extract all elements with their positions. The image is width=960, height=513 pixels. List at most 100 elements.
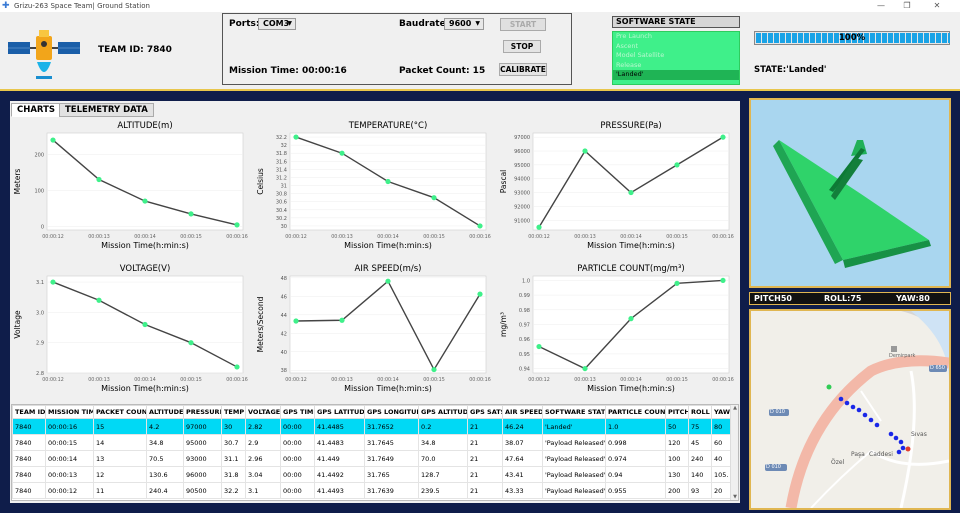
- x-tick-label: 00:00:15: [423, 234, 445, 240]
- pitch-value: PITCH50: [754, 294, 792, 303]
- column-header[interactable]: YAW: [711, 405, 733, 419]
- table-cell: 30: [221, 418, 246, 435]
- table-cell: 0.955: [605, 482, 666, 499]
- map-label: Sıvas: [911, 431, 927, 438]
- table-cell: 41.4492: [314, 466, 365, 483]
- y-tick-label: 0.98: [519, 308, 530, 314]
- road-badge: D 010: [766, 464, 781, 470]
- table-cell: 34.8: [146, 434, 184, 451]
- state-item-active[interactable]: 'Landed': [613, 70, 739, 80]
- scroll-down-icon[interactable]: ▼: [733, 494, 737, 500]
- table-cell: 90500: [183, 482, 222, 499]
- calibrate-button[interactable]: CALIBRATE: [499, 63, 547, 76]
- column-header[interactable]: GPS SATS: [467, 405, 503, 419]
- table-row[interactable]: 7840 00:00:13 12 130.6 96000 31.8 3.04 00:00 41.…: [12, 466, 733, 483]
- table-cell: 97000: [183, 418, 222, 435]
- column-header[interactable]: GPS LATITUDE: [314, 405, 365, 419]
- table-cell: 00:00: [280, 482, 315, 499]
- stop-button[interactable]: STOP: [503, 40, 541, 53]
- column-header[interactable]: PARTICLE COUNT: [605, 405, 666, 419]
- scroll-up-icon[interactable]: ▲: [733, 405, 737, 411]
- chart-2: PRESSURE(Pa) Mission Time(h:min:s) Pascal 9…: [497, 117, 737, 257]
- table-row[interactable]: 7840 00:00:16 15 4.2 97000 30 2.82 00:00 41.4485…: [12, 418, 733, 435]
- map-label: Paşa: [851, 451, 865, 458]
- table-cell: 200: [665, 482, 689, 499]
- table-cell: 31.765: [364, 466, 419, 483]
- software-state-list[interactable]: Pre Launch Ascent Model Satellite Releas…: [612, 31, 740, 85]
- column-header[interactable]: VOLTAGE: [245, 405, 281, 419]
- column-header[interactable]: GPS ALTITUDE: [418, 405, 468, 419]
- table-cell: 130.6: [146, 466, 184, 483]
- maximize-button[interactable]: ❐: [903, 1, 911, 10]
- close-button[interactable]: ✕: [933, 1, 941, 10]
- column-header[interactable]: AIR SPEED: [502, 405, 543, 419]
- data-point: [142, 198, 148, 204]
- 3d-attitude-view[interactable]: [749, 98, 951, 288]
- table-cell: 12: [93, 466, 147, 483]
- plot-area: [532, 132, 730, 231]
- table-cell: 45: [688, 434, 712, 451]
- gps-map[interactable]: Demirpark Paşa Caddesi Özel Sıvas D 010 …: [749, 309, 951, 510]
- baudrate-select[interactable]: 9600 ▼: [444, 18, 484, 30]
- state-item[interactable]: Ascent: [616, 41, 639, 50]
- line-chart: TEMPERATURE(°C) Mission Time(h:min:s) Cels…: [256, 121, 491, 250]
- x-tick-label: 00:00:16: [469, 377, 491, 383]
- y-tick-label: 0: [41, 224, 44, 230]
- column-header[interactable]: TEMP: [221, 405, 246, 419]
- data-point: [339, 317, 345, 323]
- map-label: Özel: [831, 459, 845, 466]
- column-header[interactable]: ALTITUDE: [146, 405, 184, 419]
- tab-charts[interactable]: CHARTS: [11, 103, 62, 117]
- table-cell: 00:00: [280, 418, 315, 435]
- column-header[interactable]: ROLL: [688, 405, 712, 419]
- table-cell: 31.7645: [364, 434, 419, 451]
- column-header[interactable]: PRESSURE: [183, 405, 222, 419]
- y-tick-label: 1.0: [522, 278, 530, 284]
- column-header[interactable]: SOFTWARE STATE: [542, 405, 606, 419]
- line-chart: AIR SPEED(m/s) Mission Time(h:min:s) Meter…: [256, 264, 491, 393]
- y-tick-label: 93000: [514, 191, 530, 197]
- table-cell: 31.7652: [364, 418, 419, 435]
- title-bar: ✚ Grizu-263 Space Team| Ground Station —…: [0, 0, 960, 12]
- table-row[interactable]: 7840 00:00:14 13 70.5 93000 31.1 2.96 00:00 41.4…: [12, 450, 733, 467]
- data-point: [96, 297, 102, 303]
- data-point: [50, 279, 56, 285]
- x-tick-label: 00:00:16: [469, 234, 491, 240]
- yaw-value: YAW:80: [896, 294, 930, 303]
- column-header[interactable]: TEAM ID: [12, 405, 46, 419]
- column-header[interactable]: PACKET COUNT: [93, 405, 147, 419]
- minimize-button[interactable]: —: [877, 1, 885, 10]
- table-scrollbar[interactable]: ▲ ▼: [730, 405, 738, 500]
- software-state-panel: SOFTWARE STATE Pre Launch Ascent Model S…: [612, 16, 740, 88]
- table-cell: 21: [467, 418, 503, 435]
- state-item[interactable]: Release: [616, 60, 642, 69]
- table-row[interactable]: 7840 00:00:15 14 34.8 95000 30.7 2.9 00:00 41.44…: [12, 434, 733, 451]
- state-item[interactable]: Pre Launch: [616, 32, 652, 40]
- column-header[interactable]: GPS TIME: [280, 405, 315, 419]
- y-tick-label: 0.96: [519, 337, 530, 343]
- x-tick-label: 00:00:12: [42, 377, 64, 383]
- column-header[interactable]: PITCH: [665, 405, 689, 419]
- column-header[interactable]: MISSION TIME: [45, 405, 94, 419]
- table-cell: 00:00:12: [45, 482, 94, 499]
- chart-title: ALTITUDE(m): [117, 121, 172, 131]
- table-cell: 34.8: [418, 434, 468, 451]
- table-cell: 43.41: [502, 466, 543, 483]
- start-button[interactable]: START: [500, 18, 546, 31]
- table-cell: 75: [688, 418, 712, 435]
- tab-telemetry-data[interactable]: TELEMETRY DATA: [59, 103, 154, 117]
- column-header[interactable]: GPS LONGITUDE: [364, 405, 419, 419]
- table-cell: 00:00:16: [45, 418, 94, 435]
- port-select[interactable]: COM3 ▼: [258, 18, 296, 30]
- x-axis-label: Mission Time(h:min:s): [101, 241, 189, 250]
- y-tick-label: 2.9: [36, 341, 44, 347]
- state-item[interactable]: Model Satellite: [616, 51, 665, 60]
- y-axis-label: Pascal: [499, 170, 508, 194]
- line-chart: PARTICLE COUNT(mg/m³) Mission Time(h:min:…: [499, 264, 734, 393]
- packet-count-label: Packet Count: 15: [399, 66, 486, 76]
- x-tick-label: 00:00:15: [180, 377, 202, 383]
- y-tick-label: 31.8: [276, 151, 287, 157]
- chart-title: TEMPERATURE(°C): [348, 121, 428, 131]
- table-row[interactable]: 7840 00:00:12 11 240.4 90500 32.2 3.1 00:00 41.4…: [12, 482, 733, 499]
